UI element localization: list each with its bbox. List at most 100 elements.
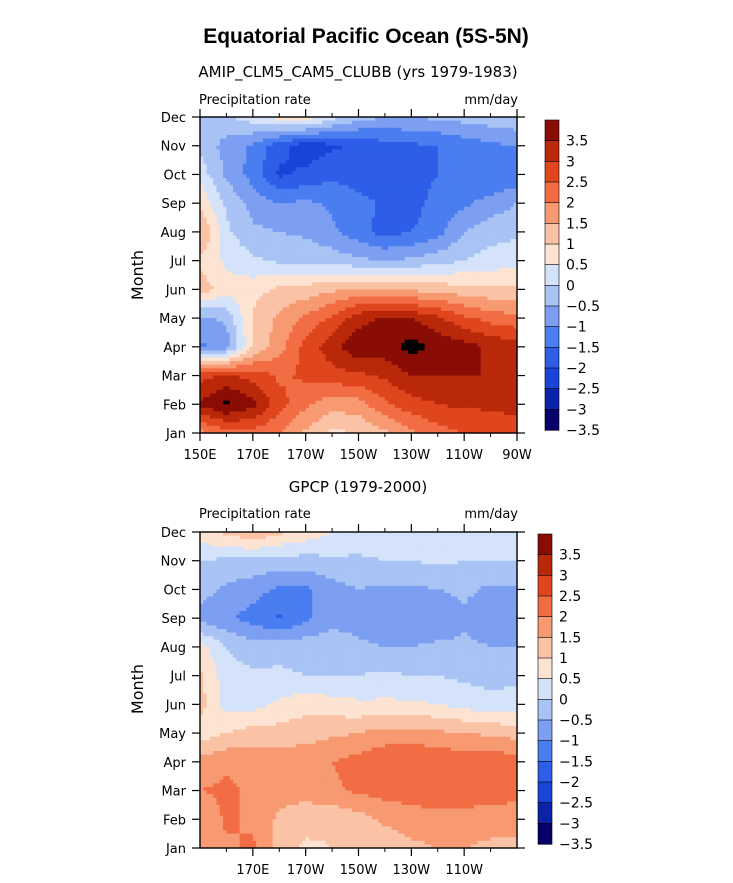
heatmap-cell: [414, 203, 419, 208]
heatmap-cell: [500, 203, 505, 208]
heatmap-cell: [474, 163, 478, 168]
heatmap-cell: [394, 221, 399, 226]
heatmap-cell: [371, 275, 376, 280]
heatmap-cell: [424, 217, 429, 222]
heatmap-cell: [272, 210, 277, 215]
heatmap-cell: [338, 267, 343, 273]
heatmap-cell: [375, 170, 379, 176]
heatmap-cell: [464, 160, 469, 165]
heatmap-cell: [200, 163, 204, 168]
heatmap-cell: [341, 170, 346, 176]
heatmap-cell: [206, 120, 211, 125]
heatmap-cell: [398, 221, 403, 226]
heatmap-cell: [308, 242, 313, 247]
heatmap-cell: [348, 167, 353, 172]
heatmap-cell: [308, 217, 313, 222]
heatmap-cell: [444, 246, 449, 251]
heatmap-cell: [480, 145, 485, 150]
heatmap-cell: [493, 188, 498, 194]
heatmap-cell: [219, 271, 224, 276]
heatmap-cell: [213, 271, 218, 276]
heatmap-cell: [493, 181, 498, 186]
heatmap-cell: [249, 131, 254, 136]
heatmap-cell: [371, 199, 376, 204]
heatmap-cell: [513, 174, 518, 179]
heatmap-cell: [312, 188, 317, 194]
heatmap-cell: [427, 145, 432, 150]
heatmap-cell: [203, 228, 208, 233]
heatmap-cell: [275, 210, 280, 215]
heatmap-cell: [242, 203, 247, 208]
heatmap-cell: [384, 160, 389, 165]
heatmap-cell: [477, 192, 482, 197]
heatmap-cell: [252, 138, 257, 143]
heatmap-cell: [200, 257, 204, 262]
heatmap-cell: [427, 271, 432, 276]
heatmap-cell: [414, 224, 419, 229]
heatmap-cell: [434, 170, 439, 176]
heatmap-cell: [246, 142, 251, 147]
panel-1-ylabel: Month: [128, 250, 147, 300]
heatmap-cell: [305, 196, 310, 201]
heatmap-cell: [236, 174, 241, 179]
heatmap-cell: [239, 163, 244, 168]
heatmap-cell: [447, 231, 452, 237]
heatmap-cell: [368, 246, 373, 251]
heatmap-cell: [470, 257, 475, 262]
heatmap-cell: [209, 142, 214, 147]
heatmap-cell: [483, 185, 488, 190]
heatmap-cell: [381, 188, 386, 194]
heatmap-cell: [209, 271, 214, 276]
heatmap-cell: [332, 231, 336, 237]
heatmap-cell: [236, 203, 241, 208]
heatmap-cell: [477, 142, 482, 147]
heatmap-cell: [289, 213, 294, 219]
heatmap-cell: [249, 203, 254, 208]
heatmap-cell: [474, 188, 478, 194]
heatmap-cell: [384, 192, 389, 197]
heatmap-cell: [480, 217, 485, 222]
heatmap-cell: [460, 188, 465, 194]
heatmap-cell: [464, 192, 469, 197]
heatmap-cell: [434, 124, 439, 129]
heatmap-cell: [315, 196, 320, 201]
heatmap-cell: [503, 246, 508, 251]
heatmap-cell: [315, 242, 320, 247]
heatmap-cell: [441, 221, 445, 226]
heatmap-cell: [256, 192, 261, 197]
heatmap-cell: [322, 138, 327, 143]
heatmap-cell: [365, 253, 369, 258]
heatmap-cell: [236, 257, 241, 262]
heatmap-cell: [292, 163, 297, 168]
heatmap-cell: [474, 134, 478, 140]
heatmap-cell: [368, 264, 373, 269]
heatmap-cell: [335, 231, 340, 237]
heatmap-cell: [464, 210, 469, 215]
heatmap-cell: [266, 213, 270, 219]
heatmap-cell: [483, 206, 488, 211]
heatmap-cell: [219, 163, 224, 168]
heatmap-cell: [427, 192, 432, 197]
heatmap-cell: [358, 253, 363, 258]
heatmap-cell: [272, 221, 277, 226]
heatmap-cell: [266, 224, 270, 229]
heatmap-cell: [206, 185, 211, 190]
heatmap-cell: [365, 142, 369, 147]
heatmap-cell: [351, 134, 356, 140]
heatmap-cell: [503, 170, 508, 176]
heatmap-cell: [467, 117, 472, 122]
heatmap-cell: [421, 249, 426, 255]
heatmap-cell: [450, 138, 455, 143]
heatmap-cell: [239, 264, 244, 269]
heatmap-cell: [513, 188, 518, 194]
heatmap-cell: [371, 178, 376, 183]
heatmap-cell: [513, 160, 518, 165]
heatmap-cell: [507, 249, 511, 255]
heatmap-cell: [365, 210, 369, 215]
heatmap-cell: [325, 145, 330, 150]
heatmap-cell: [299, 210, 303, 215]
heatmap-cell: [256, 185, 261, 190]
heatmap-cell: [256, 206, 261, 211]
heatmap-cell: [431, 138, 436, 143]
heatmap-cell: [200, 267, 204, 273]
